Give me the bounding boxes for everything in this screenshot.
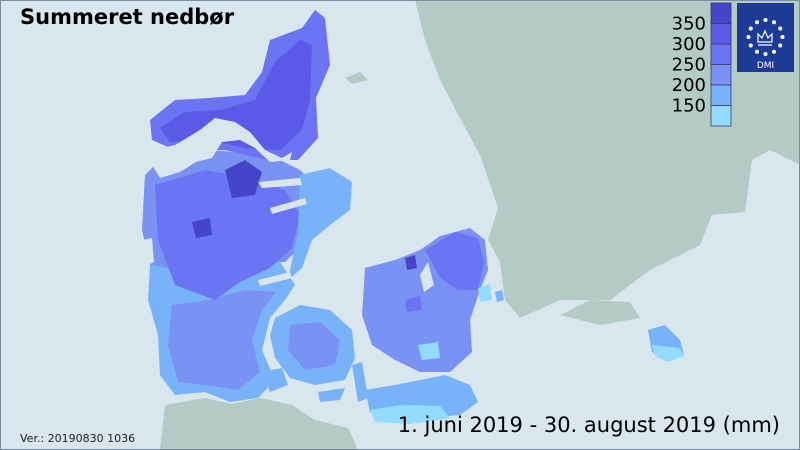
island-saltholm [495, 290, 504, 302]
region-zealand-spot [405, 296, 422, 312]
logo-dot [780, 35, 785, 39]
region-lolland-south [370, 405, 450, 424]
logo-dot [778, 26, 783, 31]
period-label: 1. juni 2019 - 30. august 2019 (mm) [398, 413, 780, 437]
legend-swatch [710, 23, 732, 45]
legend-swatch [710, 105, 732, 127]
region-jutland-east-coast [288, 168, 352, 280]
legend-label: 250 [672, 55, 706, 76]
logo-dot [755, 49, 759, 54]
legend-label: 200 [672, 75, 706, 96]
island-als [262, 368, 288, 392]
island-langeland [352, 362, 368, 402]
island-aero [318, 388, 345, 402]
legend-label: 350 [672, 14, 706, 35]
region-zealand-coast [478, 284, 492, 302]
land-germany [160, 398, 358, 450]
logo-dot [763, 18, 768, 22]
legend-swatch [710, 64, 732, 86]
region-bornholm-south [652, 345, 684, 362]
logo-dot [763, 52, 768, 56]
island-anholt [345, 72, 368, 84]
region-jutland-peak2 [192, 218, 212, 238]
land-sweden-coast [560, 300, 640, 325]
region-jutland-north-core [160, 40, 312, 150]
region-zealand-sw [418, 342, 440, 360]
dmi-logo-ring-icon [746, 18, 785, 56]
dmi-logo-background [737, 3, 794, 72]
dmi-logo: DMI [737, 3, 794, 72]
land-sweden [415, 0, 800, 318]
logo-dot [746, 35, 751, 39]
logo-dot [772, 20, 776, 25]
logo-dot [778, 43, 783, 48]
fjord-mariager [258, 178, 302, 188]
version-label: Ver.: 20190830 1036 [20, 432, 135, 445]
dmi-logo-text: DMI [757, 61, 774, 71]
lake-ringkobing [143, 238, 154, 266]
limfjord [152, 118, 292, 178]
legend-swatch [710, 2, 732, 24]
limfjord-inlet [205, 125, 218, 140]
region-zealand-peak [405, 255, 417, 270]
logo-dot [748, 43, 753, 48]
region-zealand-north [425, 232, 484, 290]
fjord-randers [270, 198, 307, 214]
region-jutland-peak [225, 160, 262, 198]
logo-dot [772, 49, 776, 54]
logo-dot [755, 20, 759, 25]
crown-icon [757, 29, 773, 46]
logo-dot [748, 26, 753, 31]
region-jutland-mid-core [155, 170, 300, 300]
map-title: Summeret nedbør [20, 5, 235, 29]
legend-label: 150 [672, 96, 706, 117]
legend-swatch [710, 43, 732, 65]
legend-swatch [710, 84, 732, 106]
legend-label: 300 [672, 34, 706, 55]
fjord-vejle [258, 272, 292, 286]
region-funen-core [288, 322, 340, 370]
region-jutland-south-core [168, 290, 276, 390]
fjord-isefjord [420, 262, 434, 292]
